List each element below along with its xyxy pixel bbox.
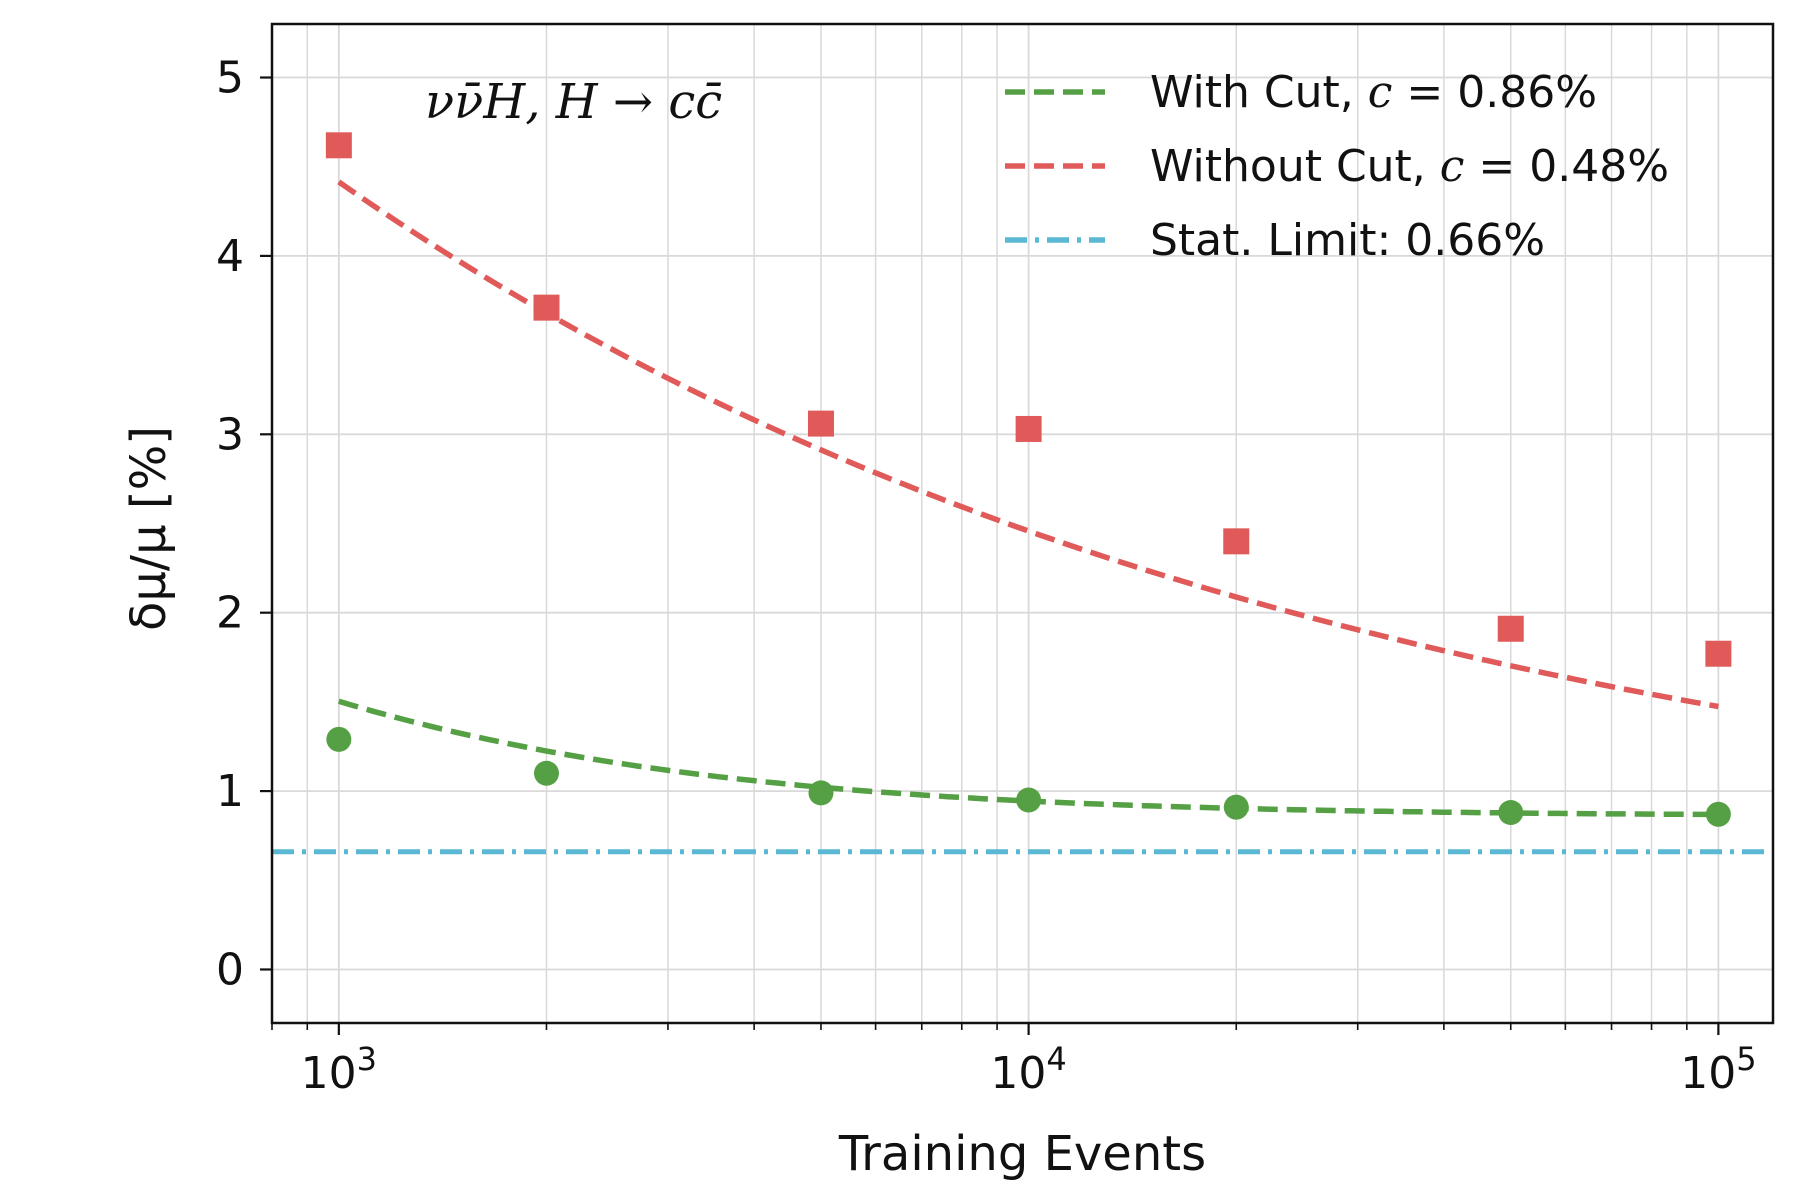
legend-label-with-cut: With Cut, c = 0.86% [1150, 67, 1597, 118]
y-tick-label: 4 [216, 231, 244, 282]
with-cut-point [1705, 801, 1731, 827]
plot-frame [270, 22, 1775, 1025]
legend-label-prefix: Without Cut, [1150, 141, 1440, 192]
x-tick-label: 103 [301, 1040, 377, 1099]
legend-label-symbol: c [1440, 141, 1465, 192]
legend-label-without-cut: Without Cut, c = 0.48% [1150, 141, 1669, 192]
legend-label-value: = 0.48% [1464, 141, 1669, 192]
with-cut-point [1498, 799, 1524, 825]
legend: With Cut, c = 0.86% Without Cut, c = 0.4… [1005, 67, 1669, 266]
without-cut-point [1015, 415, 1042, 442]
with-cut-point [808, 780, 834, 806]
without-cut-point [533, 294, 560, 321]
without-cut-point [1497, 615, 1524, 642]
y-tick-label: 5 [216, 53, 244, 104]
x-tick-label: 105 [1680, 1040, 1756, 1099]
with-cut-point [533, 760, 559, 786]
x-tick-label-base: 10 [301, 1048, 357, 1099]
without-cut-point [807, 410, 834, 437]
without-cut-point [1705, 640, 1732, 667]
legend-label-stat-limit: Stat. Limit: 0.66% [1150, 215, 1545, 266]
series-group [325, 132, 1732, 827]
y-tick-label: 2 [216, 588, 244, 639]
without-cut-point [325, 132, 352, 159]
x-tick-label-base: 10 [990, 1048, 1046, 1099]
x-tick-label: 104 [990, 1040, 1066, 1099]
x-tick-label-exponent: 4 [1046, 1040, 1066, 1078]
legend-label-prefix: With Cut, [1150, 67, 1368, 118]
x-tick-label-base: 10 [1680, 1048, 1736, 1099]
y-tick-label: 0 [216, 944, 244, 995]
x-tick-label-exponent: 5 [1736, 1040, 1756, 1078]
legend-label-symbol: c [1368, 67, 1393, 118]
y-tick-label: 1 [216, 766, 244, 817]
without-cut-point [1223, 528, 1250, 555]
chart-annotation: νν̄H, H → cc̄ [425, 74, 722, 130]
with-cut-point [1016, 787, 1042, 813]
with-cut-point [1223, 794, 1249, 820]
x-tick-label-exponent: 3 [357, 1040, 377, 1078]
y-axis-label: δμ/μ [%] [121, 426, 177, 631]
x-axis-label: Training Events [838, 1126, 1206, 1182]
legend-label-value: = 0.86% [1392, 67, 1597, 118]
without-cut-fit-curve [337, 179, 1719, 710]
y-tick-label: 3 [216, 409, 244, 460]
with-cut-point [326, 726, 352, 752]
